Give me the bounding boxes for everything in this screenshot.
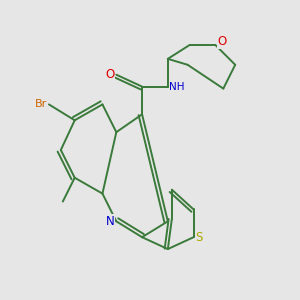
Text: N: N — [106, 215, 114, 228]
Text: S: S — [196, 231, 203, 244]
Text: O: O — [218, 35, 226, 48]
Text: Br: Br — [35, 99, 47, 110]
Text: O: O — [105, 68, 114, 81]
Text: NH: NH — [169, 82, 185, 92]
